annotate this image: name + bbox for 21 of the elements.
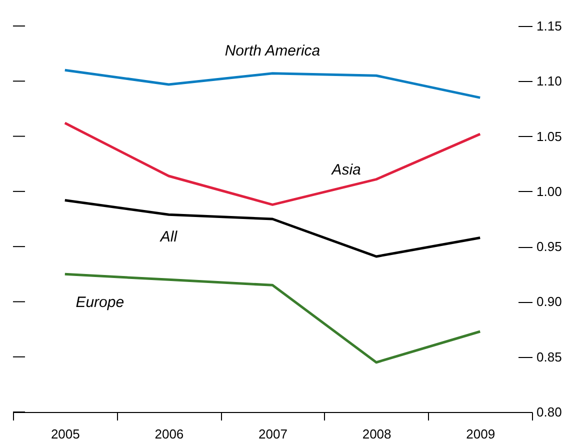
line-series xyxy=(64,122,482,206)
series-label: Europe xyxy=(76,294,124,312)
x-tick-label: 2008 xyxy=(362,426,392,442)
y-tick-label: 1.10 xyxy=(536,74,562,89)
x-tick-label: 2009 xyxy=(466,426,496,442)
y-tick-label: 0.95 xyxy=(536,239,562,254)
y-tick-label: 0.80 xyxy=(536,404,562,420)
y-tick-label: 1.00 xyxy=(536,184,562,199)
x-tick-label: 2005 xyxy=(50,426,80,442)
x-tick-label: 2007 xyxy=(258,426,288,442)
series-label: Asia xyxy=(330,161,361,178)
x-tick-label: 2006 xyxy=(154,426,184,442)
line-series xyxy=(64,199,482,258)
y-tick-label: 0.90 xyxy=(536,294,562,310)
series-label: All xyxy=(159,228,178,246)
y-tick-label: 0.85 xyxy=(536,349,562,364)
y-tick-label: 1.15 xyxy=(536,18,562,34)
line-series xyxy=(64,68,482,99)
series-label: North America xyxy=(224,42,320,60)
y-tick-label: 1.05 xyxy=(536,128,562,144)
line-series xyxy=(64,272,482,364)
